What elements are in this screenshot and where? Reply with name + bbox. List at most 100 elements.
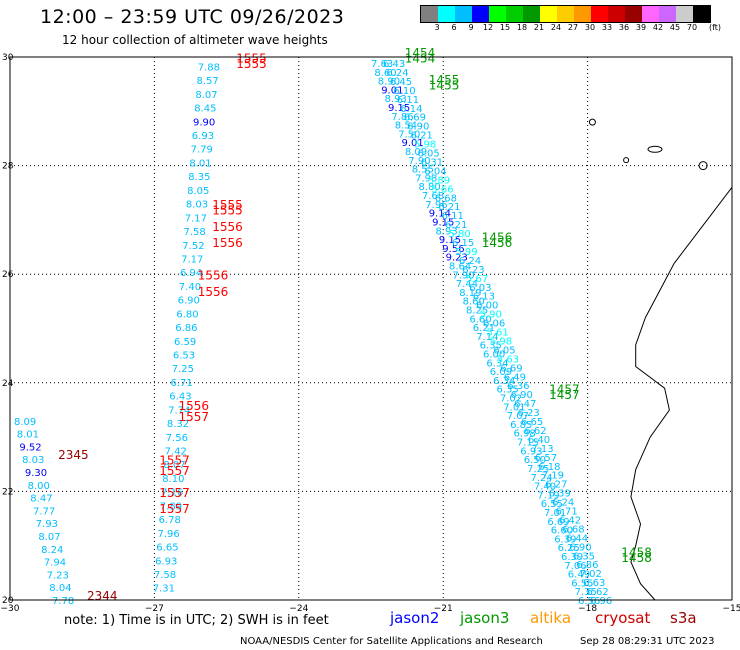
track-wave-height: 6.57: [535, 453, 557, 464]
track-wave-height: 8.93: [385, 94, 407, 105]
track-wave-height: 5.90: [480, 310, 502, 321]
column-wave-height: 8.57: [197, 76, 219, 87]
pass-time-label: 1456: [482, 231, 513, 245]
coastline-layer: [588, 118, 733, 601]
pass-time-label: 1557: [159, 453, 190, 467]
track-wave-height: 6.43: [383, 59, 405, 70]
column-wave-height: 9.90: [193, 117, 215, 128]
track-wave-height: 5.66: [431, 184, 453, 195]
track-wave-height: 5.89: [428, 175, 450, 186]
column-wave-height: 7.16: [161, 488, 183, 499]
track-wave-height: 5.99: [455, 247, 477, 258]
track-wave-height: 6.15: [452, 238, 474, 249]
track-wave-height: 9.23: [446, 253, 468, 264]
column-wave-height: 6.80: [176, 309, 198, 320]
track-wave-height: 9.01: [402, 138, 424, 149]
track-wave-height: 6.69: [547, 517, 569, 528]
colorbar-label: 21: [533, 23, 545, 32]
colorbar-label: 45: [669, 23, 681, 32]
column-wave-height: 6.71: [171, 378, 193, 389]
column-wave-height: 6.94: [180, 268, 202, 279]
track-wave-height: 6.93: [520, 446, 542, 457]
colorbar-swatch: [506, 6, 523, 22]
column-wave-height: 8.01: [17, 430, 39, 441]
colorbar-label: 30: [584, 23, 596, 32]
track-wave-height: 7.19: [537, 490, 559, 501]
pass-time-label: 1457: [549, 388, 580, 402]
column-wave-height: 8.05: [187, 186, 209, 197]
column-wave-height: 6.93: [155, 556, 177, 567]
column-27-layer: 7.88 8.57 8.07 8.45 9.90 6.93 7.79 8.01 8.35 8.05…: [153, 62, 220, 594]
satellite-legend-cryosat: cryosat: [595, 609, 651, 627]
track-wave-height: 6.00: [476, 301, 498, 312]
canary-island: [647, 145, 663, 153]
track-wave-height: 7.02: [500, 394, 522, 405]
track-wave-height: 6.90: [511, 390, 533, 401]
lon-tick-label: −30: [1, 604, 20, 614]
column-wave-height: 8.32: [167, 419, 189, 430]
pass-time-label: 1555: [212, 204, 243, 218]
page-subtitle: 12 hour collection of altimeter wave hei…: [62, 33, 328, 47]
track-wave-height: 7.68: [422, 191, 444, 202]
column-30-layer: 8.09 8.019.52 8.03 9.30 8.00 8.477.77 7.93 8.07…: [14, 417, 74, 607]
column-wave-height: 6.93: [192, 131, 214, 142]
track-wave-height: 7.25: [527, 464, 549, 475]
track-wave-height: 6.13: [473, 292, 495, 303]
track-wave-height: 6.86: [576, 560, 598, 571]
track-wave-height: 7.02: [580, 569, 602, 580]
colorbar-label: 36: [618, 23, 630, 32]
track-wave-height: 6.71: [556, 507, 578, 518]
column-wave-height: 8.07: [163, 460, 185, 471]
pass-time-label: 1555: [236, 57, 267, 71]
colorbar-unit: (ft): [708, 23, 722, 32]
track-wave-height: 8.64: [449, 262, 471, 273]
column-wave-height: 9.52: [19, 442, 41, 453]
track-wave-height: 6.21: [411, 131, 433, 142]
colorbar-label: 42: [652, 23, 664, 32]
track-wave-height: 6.24: [552, 498, 574, 509]
pass-time-label: 1556: [198, 269, 229, 283]
track-wave-height: 6.04: [424, 166, 446, 177]
track-wave-height: 7.35: [575, 587, 597, 598]
pass-time-label: 1557: [159, 486, 190, 500]
track-wave-height: 6.35: [497, 385, 519, 396]
track-wave-height: 5.67: [466, 274, 488, 285]
track-wave-height: 6.68: [562, 524, 584, 535]
satellite-legend-s3a: s3a: [670, 609, 697, 627]
colorbar-label: 6: [451, 23, 457, 32]
track-wave-height: 6.14: [400, 104, 422, 115]
track-wave-height: 6.10: [393, 86, 415, 97]
pass-time-label: 1455: [429, 79, 460, 93]
canary-island: [588, 118, 596, 126]
pass-time-label: 1555: [212, 198, 243, 212]
track-wave-height: 6.40: [528, 435, 550, 446]
units-note: note: 1) Time is in UTC; 2) SWH is in fe…: [64, 613, 329, 628]
colorbar-swatch: [608, 6, 625, 22]
colorbar-swatch: [438, 6, 455, 22]
column-wave-height: 7.17: [181, 255, 203, 266]
descending-track-layer: 7.638.608.909.018.939.157.868.547.509.01…: [371, 59, 612, 607]
pass-time-label: 2345: [58, 448, 89, 462]
column-wave-height: 6.59: [174, 337, 196, 348]
track-wave-height: 9.15: [432, 218, 454, 229]
track-wave-height: 6.96: [590, 596, 612, 607]
column-wave-height: 7.77: [33, 506, 55, 517]
track-wave-height: 6.25: [558, 543, 580, 554]
column-wave-height: 8.00: [28, 481, 50, 492]
track-wave-height: 9.14: [429, 209, 451, 220]
track-wave-height: 6.65: [521, 417, 543, 428]
column-wave-height: 8.07: [195, 90, 217, 101]
colorbar-label: 70: [686, 23, 698, 32]
page-title: 12:00 – 23:59 UTC 09/26/2023: [40, 6, 345, 28]
track-wave-height: 6.39: [554, 534, 576, 545]
colorbar-label: 39: [635, 23, 647, 32]
track-wave-height: 6.98: [514, 429, 536, 440]
colorbar: [420, 5, 711, 23]
track-wave-height: 6.49: [568, 570, 590, 581]
track-wave-height: 6.45: [390, 77, 412, 88]
lat-tick-label: 22: [2, 487, 13, 497]
column-wave-height: 7.42: [165, 447, 187, 458]
pass-time-label: 1557: [159, 464, 190, 478]
map-frame: [9, 56, 733, 601]
track-wave-height: 8.80: [419, 182, 441, 193]
